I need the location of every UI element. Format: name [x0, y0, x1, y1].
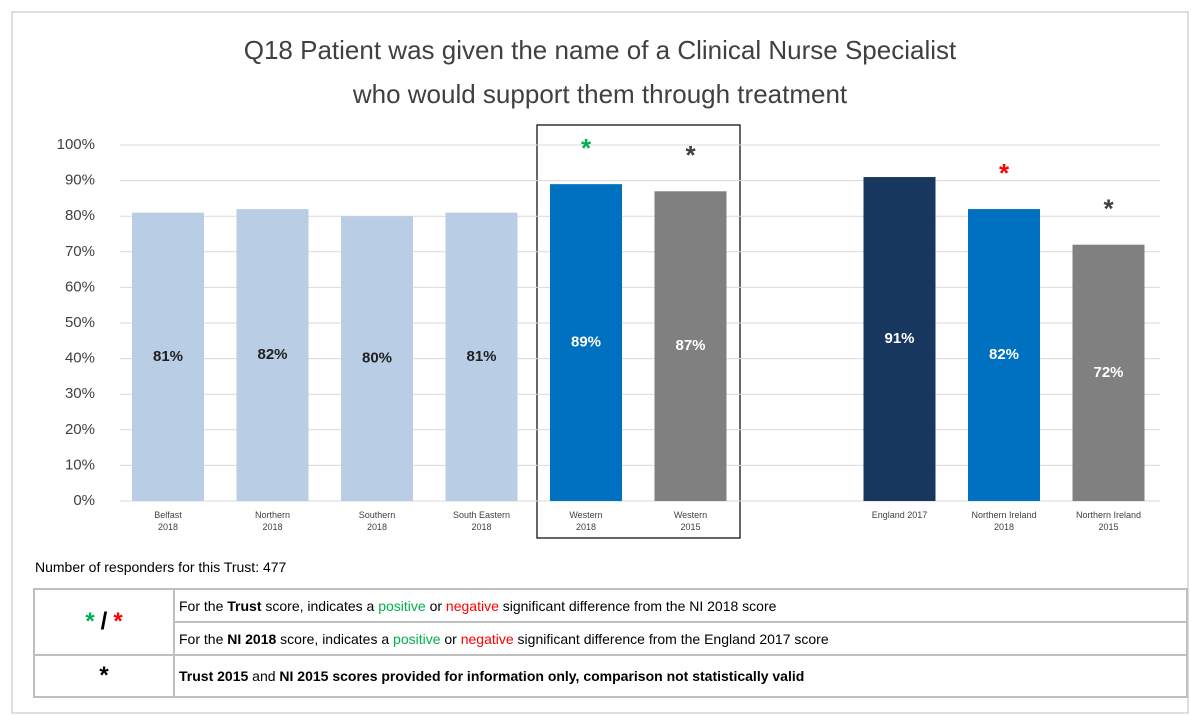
- bar: [654, 191, 727, 501]
- y-tick-label: 90%: [65, 172, 95, 189]
- significance-marker: *: [685, 140, 696, 170]
- text-segment: positive: [393, 630, 441, 647]
- value-label: 87%: [675, 337, 705, 354]
- x-tick-label: Southern 2018: [359, 510, 396, 532]
- bar: [445, 212, 518, 501]
- value-label: 91%: [884, 330, 914, 347]
- significance-marker: *: [581, 133, 592, 163]
- y-tick-label: 100%: [57, 136, 95, 153]
- y-tick-label: 50%: [65, 314, 95, 331]
- significance-marker: *: [999, 158, 1010, 188]
- y-tick-label: 40%: [65, 350, 95, 367]
- bar: [236, 209, 309, 501]
- y-tick-label: 70%: [65, 243, 95, 260]
- x-tick-label: England 2017: [872, 510, 928, 520]
- highlight-box: [536, 124, 741, 539]
- y-tick-label: 30%: [65, 385, 95, 402]
- value-label: 82%: [989, 346, 1019, 363]
- x-tick-label: Belfast 2018: [154, 510, 182, 532]
- text-segment: negative: [445, 597, 499, 614]
- bar: [550, 184, 622, 501]
- value-label: 81%: [466, 348, 496, 365]
- bar: [863, 177, 936, 502]
- text-segment: scores provided for information only, co…: [328, 668, 805, 684]
- bar: [341, 216, 413, 501]
- text-segment: score, indicates a: [276, 630, 394, 647]
- value-label: 81%: [153, 348, 183, 365]
- text-segment: For the: [179, 630, 228, 647]
- text-segment: *: [85, 608, 95, 635]
- text-segment: positive: [378, 597, 426, 614]
- x-tick-label: Northern Ireland 2018: [971, 510, 1036, 532]
- x-tick-label: Western 2015: [674, 510, 707, 532]
- y-tick-label: 20%: [65, 421, 95, 438]
- bar: [1072, 244, 1145, 501]
- text-segment: or: [440, 630, 461, 647]
- text-segment: NI 2015: [279, 668, 329, 684]
- bar: [132, 212, 204, 501]
- value-label: 72%: [1093, 364, 1123, 381]
- value-label: 89%: [571, 334, 601, 351]
- y-tick-label: 60%: [65, 278, 95, 295]
- text-segment: or: [425, 597, 446, 614]
- text-segment: negative: [460, 630, 514, 647]
- legend-text: Trust 2015 and NI 2015 scores provided f…: [173, 654, 1188, 698]
- x-tick-label: Western 2018: [569, 510, 602, 532]
- x-tick-label: South Eastern 2018: [453, 510, 510, 532]
- text-segment: Trust: [227, 597, 262, 614]
- y-tick-label: 80%: [65, 207, 95, 224]
- legend-text: For the NI 2018 score, indicates a posit…: [173, 621, 1188, 656]
- text-segment: and: [248, 668, 280, 684]
- responders: Number of responders for this Trust: 477: [35, 559, 287, 575]
- frame: [11, 11, 1189, 714]
- value-label: 82%: [257, 346, 287, 363]
- significance-marker: *: [1103, 194, 1114, 224]
- text-segment: Trust 2015: [179, 668, 249, 684]
- y-tick-label: 10%: [65, 456, 95, 473]
- text-segment: NI 2018: [227, 630, 277, 647]
- bar: [968, 209, 1040, 501]
- text-segment: significant difference from the England …: [513, 630, 829, 647]
- text-segment: score, indicates a: [261, 597, 379, 614]
- legend-row: For the NI 2018 score, indicates a posit…: [34, 621, 1188, 656]
- text-segment: /: [100, 608, 108, 635]
- legend-symbol: * / *: [33, 588, 175, 656]
- legend-table: * / * For the Trust score, indicates a posi…: [33, 588, 1188, 698]
- text-segment: For the: [179, 597, 228, 614]
- x-tick-label: Northern 2018: [255, 510, 290, 532]
- legend-row: * Trust 2015 and NI 2015 scores provided …: [33, 654, 1188, 698]
- value-label: 80%: [362, 350, 392, 367]
- text-segment: *: [99, 662, 109, 689]
- legend-row: * / * For the Trust score, indicates a posi…: [33, 588, 1188, 656]
- chart-title: Q18 Patient was given the name of a Clin…: [244, 35, 957, 65]
- chart-title: who would support them through treatment: [352, 79, 848, 109]
- legend-symbol: *: [33, 654, 175, 698]
- text-segment: significant difference from the NI 2018 …: [498, 597, 777, 614]
- x-tick-label: Northern Ireland 2015: [1076, 510, 1141, 532]
- legend-text: For the Trust score, indicates a positiv…: [173, 588, 1188, 623]
- text-segment: *: [113, 608, 123, 635]
- y-tick-label: 0%: [73, 492, 95, 509]
